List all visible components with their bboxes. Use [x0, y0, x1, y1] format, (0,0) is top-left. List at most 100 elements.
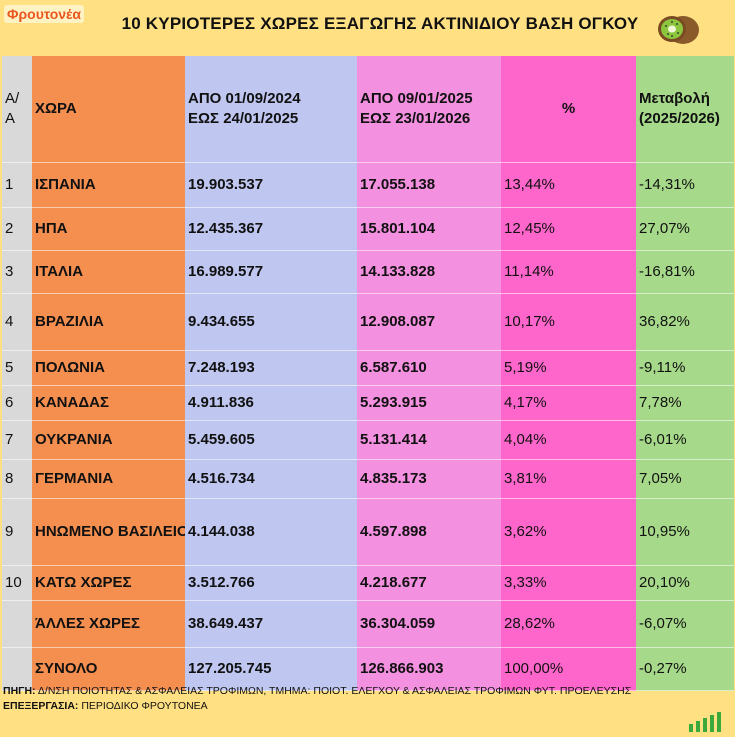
cell-share: 3,33% [501, 566, 636, 601]
table-row: 9 ΗΝΩΜΕΝΟ ΒΑΣΙΛΕΙΟ 4.144.038 4.597.898 3,62%… [2, 499, 734, 566]
cell-change: 10,95% [636, 499, 734, 566]
cell-change: 7,05% [636, 460, 734, 499]
cell-change: -9,11% [636, 351, 734, 386]
processing-line: ΕΠΕΞΕΡΓΑΣΙΑ: ΠΕΡΙΟΔΙΚΟ ΦΡΟΥΤΟΝΕΑ [3, 699, 728, 714]
cell-change: -6,01% [636, 421, 734, 460]
processing-label: ΕΠΕΞΕΡΓΑΣΙΑ: [3, 700, 79, 712]
cell-period-1: 16.989.577 [185, 251, 357, 294]
cell-share: 5,19% [501, 351, 636, 386]
cell-change: 36,82% [636, 294, 734, 351]
cell-change: 27,07% [636, 208, 734, 251]
cell-country: ΣΥΝΟΛΟ [32, 648, 185, 691]
cell-period-2: 4.218.677 [357, 566, 501, 601]
cell-country: ΚΑΝΑΔΑΣ [32, 386, 185, 421]
cell-period-2: 5.131.414 [357, 421, 501, 460]
exports-table: Α/Α ΧΩΡΑ ΑΠΟ 01/09/2024 ΕΩΣ 24/01/2025 Α… [2, 56, 734, 691]
cell-country: ΓΕΡΜΑΝΙΑ [32, 460, 185, 499]
cell-period-2: 5.293.915 [357, 386, 501, 421]
cell-country: ΙΤΑΛΙΑ [32, 251, 185, 294]
cell-period-2: 36.304.059 [357, 601, 501, 648]
cell-period-2: 4.597.898 [357, 499, 501, 566]
cell-change: -6,07% [636, 601, 734, 648]
cell-share: 4,04% [501, 421, 636, 460]
cell-country: ΆΛΛΕΣ ΧΩΡΕΣ [32, 601, 185, 648]
table-row: 6 ΚΑΝΑΔΑΣ 4.911.836 5.293.915 4,17% 7,78% [2, 386, 734, 421]
header-change-line2: (2025/2026) [639, 110, 720, 127]
cell-change: -14,31% [636, 163, 734, 208]
cell-country: ΙΣΠΑΝΙΑ [32, 163, 185, 208]
cell-period-1: 5.459.605 [185, 421, 357, 460]
cell-rank: 3 [2, 251, 32, 294]
header-period-1: ΑΠΟ 01/09/2024 ΕΩΣ 24/01/2025 [185, 56, 357, 163]
cell-change: 20,10% [636, 566, 734, 601]
table-row: 3 ΙΤΑΛΙΑ 16.989.577 14.133.828 11,14% -16,81% [2, 251, 734, 294]
source-label: ΠΗΓΗ: [3, 685, 36, 697]
table-row: 8 ΓΕΡΜΑΝΙΑ 4.516.734 4.835.173 3,81% 7,05% [2, 460, 734, 499]
header-rank: Α/Α [2, 56, 32, 163]
cell-country: ΗΠΑ [32, 208, 185, 251]
processing-text: ΠΕΡΙΟΔΙΚΟ ΦΡΟΥΤΟΝΕΑ [81, 700, 208, 712]
cell-period-2: 14.133.828 [357, 251, 501, 294]
cell-rank: 6 [2, 386, 32, 421]
brand-logo: Φρουτονέα [4, 5, 84, 23]
cell-share: 11,14% [501, 251, 636, 294]
cell-period-2: 17.055.138 [357, 163, 501, 208]
cell-rank: 7 [2, 421, 32, 460]
cell-share: 28,62% [501, 601, 636, 648]
cell-share: 3,62% [501, 499, 636, 566]
cell-country: ΟΥΚΡΑΝΙΑ [32, 421, 185, 460]
header-period-2-line1: ΑΠΟ 09/01/2025 [360, 90, 473, 107]
cell-rank: 5 [2, 351, 32, 386]
page-title: 10 ΚΥΡΙΟΤΕΡΕΣ ΧΩΡΕΣ ΕΞΑΓΩΓΗΣ ΑΚΤΙΝΙΔΙΟΥ … [121, 14, 639, 33]
table-row: 4 ΒΡΑΖΙΛΙΑ 9.434.655 12.908.087 10,17% 36,82% [2, 294, 734, 351]
cell-period-2: 126.866.903 [357, 648, 501, 691]
cell-country: ΠΟΛΩΝΙΑ [32, 351, 185, 386]
header-period-2-line2: ΕΩΣ 23/01/2026 [360, 110, 471, 127]
source-text: Δ/ΝΣΗ ΠΟΙΟΤΗΤΑΣ & ΑΣΦΑΛΕΙΑΣ ΤΡΟΦΙΜΩΝ, ΤΜ… [37, 685, 632, 697]
header-country: ΧΩΡΑ [32, 56, 185, 163]
cell-share: 100,00% [501, 648, 636, 691]
table-row: 2 ΗΠΑ 12.435.367 15.801.104 12,45% 27,07% [2, 208, 734, 251]
footer: ΠΗΓΗ: Δ/ΝΣΗ ΠΟΙΟΤΗΤΑΣ & ΑΣΦΑΛΕΙΑΣ ΤΡΟΦΙΜ… [3, 684, 728, 714]
cell-period-1: 3.512.766 [185, 566, 357, 601]
cell-change: 7,78% [636, 386, 734, 421]
table-row: 5 ΠΟΛΩΝΙΑ 7.248.193 6.587.610 5,19% -9,11% [2, 351, 734, 386]
cell-period-1: 127.205.745 [185, 648, 357, 691]
cell-period-2: 4.835.173 [357, 460, 501, 499]
header-change: Μεταβολή (2025/2026) [636, 56, 734, 163]
cell-period-2: 12.908.087 [357, 294, 501, 351]
cell-period-1: 38.649.437 [185, 601, 357, 648]
table-row: ΣΥΝΟΛΟ 127.205.745 126.866.903 100,00% -0,27… [2, 648, 734, 691]
cell-rank: 2 [2, 208, 32, 251]
cell-period-1: 4.516.734 [185, 460, 357, 499]
cell-rank: 9 [2, 499, 32, 566]
cell-share: 4,17% [501, 386, 636, 421]
header: Φρουτονέα 10 ΚΥΡΙΟΤΕΡΕΣ ΧΩΡΕΣ ΕΞΑΓΩΓΗΣ Α… [0, 0, 735, 54]
cell-share: 3,81% [501, 460, 636, 499]
cell-period-1: 7.248.193 [185, 351, 357, 386]
table-row: ΆΛΛΕΣ ΧΩΡΕΣ 38.649.437 36.304.059 28,62% -6,… [2, 601, 734, 648]
kiwi-icon [658, 16, 699, 44]
cell-rank: 4 [2, 294, 32, 351]
cell-period-1: 4.911.836 [185, 386, 357, 421]
source-line: ΠΗΓΗ: Δ/ΝΣΗ ΠΟΙΟΤΗΤΑΣ & ΑΣΦΑΛΕΙΑΣ ΤΡΟΦΙΜ… [3, 684, 728, 699]
cell-change: -16,81% [636, 251, 734, 294]
cell-period-1: 9.434.655 [185, 294, 357, 351]
header-period-1-line2: ΕΩΣ 24/01/2025 [188, 110, 299, 127]
cell-rank: 8 [2, 460, 32, 499]
table-header-row: Α/Α ΧΩΡΑ ΑΠΟ 01/09/2024 ΕΩΣ 24/01/2025 Α… [2, 56, 734, 163]
growth-bars-icon [689, 712, 721, 732]
cell-rank [2, 648, 32, 691]
cell-share: 12,45% [501, 208, 636, 251]
cell-country: ΗΝΩΜΕΝΟ ΒΑΣΙΛΕΙΟ [32, 499, 185, 566]
table-row: 10 ΚΑΤΩ ΧΩΡΕΣ 3.512.766 4.218.677 3,33% 20,10… [2, 566, 734, 601]
cell-rank [2, 601, 32, 648]
cell-rank: 10 [2, 566, 32, 601]
cell-rank: 1 [2, 163, 32, 208]
table-row: 7 ΟΥΚΡΑΝΙΑ 5.459.605 5.131.414 4,04% -6,01% [2, 421, 734, 460]
cell-period-1: 19.903.537 [185, 163, 357, 208]
cell-change: -0,27% [636, 648, 734, 691]
table-row: 1 ΙΣΠΑΝΙΑ 19.903.537 17.055.138 13,44% -14,31… [2, 163, 734, 208]
header-period-2: ΑΠΟ 09/01/2025 ΕΩΣ 23/01/2026 [357, 56, 501, 163]
header-period-1-line1: ΑΠΟ 01/09/2024 [188, 90, 301, 107]
